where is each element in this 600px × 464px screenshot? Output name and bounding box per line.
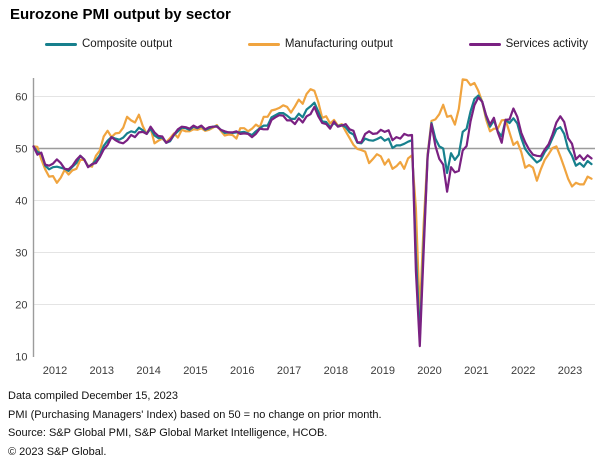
footer-copyright: © 2023 S&P Global.: [8, 445, 107, 458]
chart-footer: Data compiled December 15, 2023 PMI (Pur…: [8, 387, 382, 461]
manufacturing-line-swatch-icon: [247, 42, 280, 46]
svg-text:20: 20: [15, 300, 27, 312]
chart-title: Eurozone PMI output by sector: [10, 6, 231, 23]
svg-text:30: 30: [15, 248, 27, 260]
svg-text:2021: 2021: [464, 365, 488, 377]
legend-item-manufacturing: Manufacturing output: [247, 38, 393, 50]
chart-legend: Composite output Manufacturing output Se…: [45, 38, 588, 50]
svg-text:2017: 2017: [277, 365, 301, 377]
svg-text:50: 50: [15, 144, 27, 156]
footer-pmi-note: PMI (Purchasing Managers' Index) based o…: [8, 408, 382, 421]
composite-line-swatch-icon: [45, 42, 77, 46]
svg-text:2013: 2013: [90, 365, 114, 377]
legend-label-manufacturing: Manufacturing output: [284, 38, 393, 50]
legend-label-composite: Composite output: [82, 38, 173, 50]
svg-text:2014: 2014: [136, 365, 160, 377]
svg-text:2016: 2016: [230, 365, 254, 377]
svg-text:2015: 2015: [183, 365, 207, 377]
legend-label-services: Services activity: [505, 38, 588, 50]
svg-text:2018: 2018: [324, 365, 348, 377]
pmi-line-chart: 10 20 30 40 50 60 2012 2013 2014 2015 2016 2017 2018…: [15, 78, 595, 377]
svg-text:40: 40: [15, 196, 27, 208]
svg-text:10: 10: [15, 352, 27, 364]
services-line-swatch-icon: [468, 42, 501, 46]
svg-text:60: 60: [15, 92, 27, 104]
legend-item-composite: Composite output: [45, 38, 172, 50]
svg-text:2019: 2019: [370, 365, 394, 377]
svg-text:2012: 2012: [43, 365, 67, 377]
svg-text:2020: 2020: [417, 365, 441, 377]
svg-text:2023: 2023: [558, 365, 582, 377]
legend-item-services: Services activity: [468, 38, 588, 50]
svg-text:2022: 2022: [511, 365, 535, 377]
footer-compiled-date: Data compiled December 15, 2023: [8, 390, 178, 402]
footer-source: Source: S&P Global PMI, S&P Global Marke…: [8, 427, 328, 439]
